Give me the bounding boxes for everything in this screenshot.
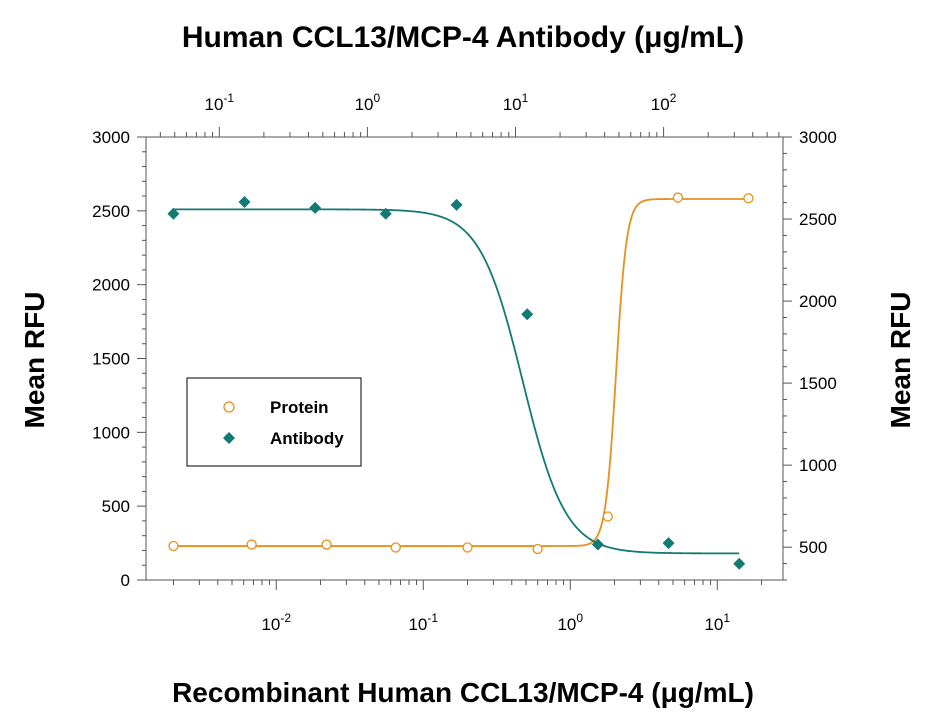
y2-tick-label: 2500 bbox=[799, 210, 837, 229]
x-axis-title: Recombinant Human CCL13/MCP-4 (μg/mL) bbox=[172, 677, 754, 708]
data-point-protein bbox=[321, 539, 332, 550]
x-tick-label: 100 bbox=[557, 611, 583, 634]
fit-curves bbox=[173, 198, 749, 555]
y-tick-label: 1500 bbox=[92, 350, 130, 369]
y2-tick-label: 1500 bbox=[799, 374, 837, 393]
y-tick-label: 2000 bbox=[92, 276, 130, 295]
data-point-protein bbox=[743, 193, 754, 204]
y-tick-label: 2500 bbox=[92, 202, 130, 221]
x2-tick-label: 100 bbox=[355, 91, 381, 114]
y-axis-title-left: Mean RFU bbox=[19, 292, 50, 429]
chart-title: Human CCL13/MCP-4 Antibody (μg/mL) bbox=[182, 21, 744, 54]
data-point-antibody bbox=[379, 207, 392, 220]
y-tick-label: 0 bbox=[121, 571, 130, 590]
data-points bbox=[167, 192, 754, 570]
tick-labels: 10-2 10-1 100 101 10-1 100 101 102 0 500 1000 1500 2… bbox=[92, 91, 837, 634]
legend-marker-antibody bbox=[223, 432, 235, 444]
data-point-antibody bbox=[309, 201, 322, 214]
legend: Protein Antibody bbox=[186, 377, 362, 467]
legend-marker-protein bbox=[223, 401, 235, 413]
y-tick-label: 500 bbox=[102, 497, 130, 516]
legend-box bbox=[186, 377, 362, 467]
legend-label-protein: Protein bbox=[270, 398, 329, 417]
y2-tick-label: 1000 bbox=[799, 456, 837, 475]
data-point-protein bbox=[246, 539, 257, 550]
data-point-antibody bbox=[238, 195, 251, 208]
data-point-antibody bbox=[167, 207, 180, 220]
data-point-protein bbox=[390, 542, 401, 553]
legend-label-antibody: Antibody bbox=[270, 429, 344, 448]
x-tick-label: 101 bbox=[704, 611, 730, 634]
y-axis-title-right: Mean RFU bbox=[885, 292, 916, 429]
tick-marks bbox=[137, 127, 792, 590]
y-tick-label: 1000 bbox=[92, 423, 130, 442]
data-point-protein bbox=[462, 542, 473, 553]
y2-tick-label: 500 bbox=[799, 538, 827, 557]
data-point-protein bbox=[672, 192, 684, 203]
data-point-protein bbox=[532, 543, 543, 555]
data-point-antibody bbox=[521, 308, 534, 321]
fit-curve-antibody bbox=[173, 208, 740, 555]
fit-curve-protein bbox=[173, 198, 749, 547]
x2-tick-label: 10-1 bbox=[204, 91, 234, 114]
data-point-antibody bbox=[662, 537, 675, 550]
x2-tick-label: 102 bbox=[651, 91, 677, 114]
data-point-antibody bbox=[733, 557, 746, 570]
data-point-antibody bbox=[450, 198, 463, 211]
x-tick-label: 10-1 bbox=[408, 611, 438, 634]
data-point-antibody bbox=[591, 538, 604, 551]
x2-tick-label: 101 bbox=[503, 91, 529, 114]
data-point-protein bbox=[168, 540, 179, 552]
y-tick-label: 3000 bbox=[92, 128, 130, 147]
y2-tick-label: 3000 bbox=[799, 128, 837, 147]
y2-tick-label: 2000 bbox=[799, 292, 837, 311]
data-point-protein bbox=[602, 511, 613, 522]
x-tick-label: 10-2 bbox=[261, 611, 291, 634]
